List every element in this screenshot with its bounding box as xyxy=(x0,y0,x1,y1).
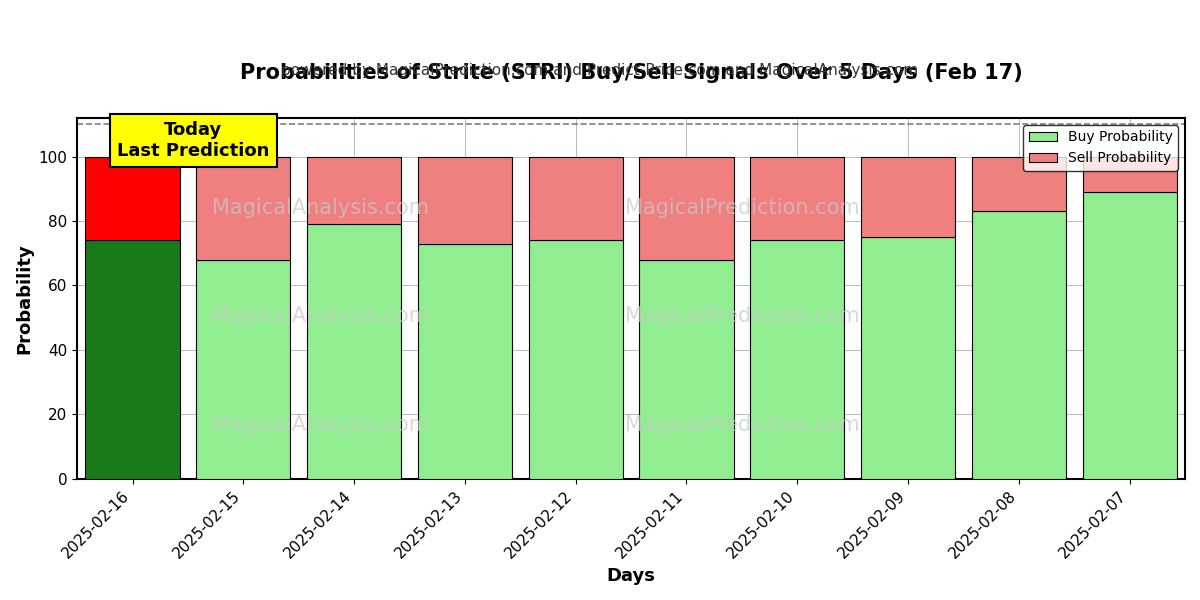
Bar xyxy=(529,241,623,479)
Bar xyxy=(85,157,180,241)
Text: MagicalPrediction.com: MagicalPrediction.com xyxy=(624,198,859,218)
Bar xyxy=(197,260,290,479)
Text: MagicalAnalysis.com: MagicalAnalysis.com xyxy=(212,307,430,326)
Bar xyxy=(1082,157,1177,192)
Bar xyxy=(307,224,401,479)
Bar xyxy=(640,157,733,260)
Text: MagicalPrediction.com: MagicalPrediction.com xyxy=(624,307,859,326)
Bar xyxy=(85,241,180,479)
Bar xyxy=(750,157,845,241)
Bar xyxy=(418,244,512,479)
Bar xyxy=(640,260,733,479)
Text: MagicalPrediction.com: MagicalPrediction.com xyxy=(624,415,859,434)
Bar xyxy=(418,157,512,244)
Bar xyxy=(529,157,623,241)
Bar xyxy=(860,237,955,479)
Text: Today
Last Prediction: Today Last Prediction xyxy=(118,121,270,160)
Bar xyxy=(860,157,955,237)
Bar xyxy=(1082,192,1177,479)
Legend: Buy Probability, Sell Probability: Buy Probability, Sell Probability xyxy=(1024,125,1178,171)
Y-axis label: Probability: Probability xyxy=(14,243,32,354)
Bar xyxy=(197,157,290,260)
Bar xyxy=(307,157,401,224)
Bar xyxy=(972,211,1066,479)
Text: MagicalAnalysis.com: MagicalAnalysis.com xyxy=(212,198,430,218)
X-axis label: Days: Days xyxy=(607,567,655,585)
Text: MagicalAnalysis.com: MagicalAnalysis.com xyxy=(212,415,430,434)
Text: powered by MagicalPrediction.com and Predict-Price.com and MagicalAnalysis.com: powered by MagicalPrediction.com and Pre… xyxy=(281,63,919,78)
Bar xyxy=(972,157,1066,211)
Bar xyxy=(750,241,845,479)
Title: Probabilities of Strite (STRI) Buy/Sell Signals Over 5 Days (Feb 17): Probabilities of Strite (STRI) Buy/Sell … xyxy=(240,63,1022,83)
